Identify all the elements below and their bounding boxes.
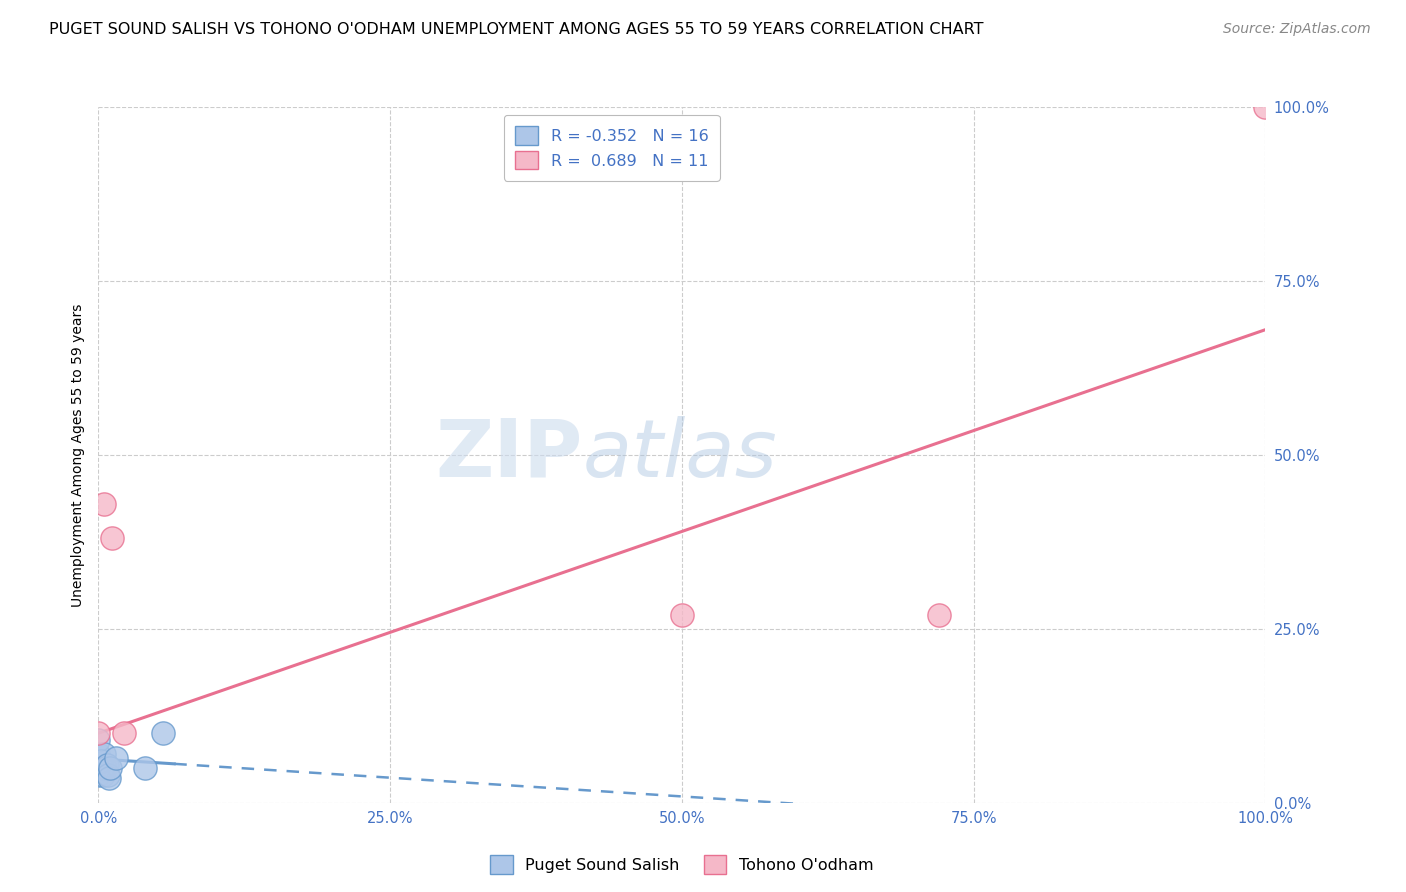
Point bbox=[90, 754, 112, 768]
Point bbox=[87, 726, 110, 740]
Point bbox=[928, 607, 950, 622]
Y-axis label: Unemployment Among Ages 55 to 59 years: Unemployment Among Ages 55 to 59 years bbox=[70, 303, 84, 607]
Point bbox=[101, 532, 124, 546]
Point bbox=[87, 733, 110, 747]
Point bbox=[98, 761, 121, 775]
Point bbox=[1254, 100, 1277, 114]
Point bbox=[97, 772, 120, 786]
Point bbox=[104, 750, 127, 764]
Point bbox=[97, 768, 120, 782]
Point bbox=[93, 497, 115, 511]
Legend: Puget Sound Salish, Tohono O'odham: Puget Sound Salish, Tohono O'odham bbox=[484, 849, 880, 880]
Point bbox=[152, 726, 174, 740]
Point bbox=[94, 761, 117, 775]
Point bbox=[90, 761, 112, 775]
Point bbox=[671, 607, 693, 622]
Point bbox=[134, 761, 156, 775]
Point bbox=[93, 747, 115, 761]
Text: PUGET SOUND SALISH VS TOHONO O'ODHAM UNEMPLOYMENT AMONG AGES 55 TO 59 YEARS CORR: PUGET SOUND SALISH VS TOHONO O'ODHAM UNE… bbox=[49, 22, 984, 37]
Point bbox=[87, 747, 110, 761]
Text: ZIP: ZIP bbox=[436, 416, 582, 494]
Point bbox=[112, 726, 135, 740]
Point bbox=[96, 757, 118, 772]
Point bbox=[87, 768, 110, 782]
Point bbox=[91, 768, 114, 782]
Point bbox=[87, 761, 110, 775]
Text: Source: ZipAtlas.com: Source: ZipAtlas.com bbox=[1223, 22, 1371, 37]
Text: atlas: atlas bbox=[582, 416, 778, 494]
